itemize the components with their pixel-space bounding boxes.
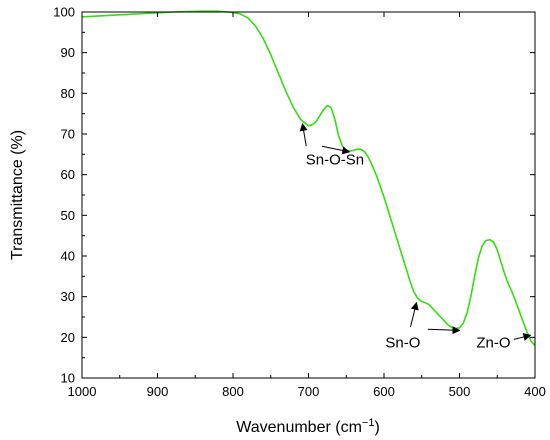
- plot-frame: [81, 11, 536, 379]
- spectrum-line-0: [81, 10, 536, 347]
- y-tick-label: 90: [61, 45, 75, 60]
- annotation-label-1: Sn-O: [385, 335, 420, 352]
- y-tick-label: 70: [61, 127, 75, 142]
- plot-area: [81, 10, 536, 347]
- annotation-arrow: [513, 333, 532, 341]
- annotation-arrow: [321, 145, 351, 155]
- annotations: Sn-O-Sn Sn-O Zn-O: [299, 122, 532, 352]
- x-axis-title: Wavenumber (cm−1): [236, 417, 380, 436]
- x-axis-title-main: Wavenumber (cm: [236, 419, 362, 436]
- annotation-arrow: [427, 326, 461, 335]
- x-tick-label: 700: [298, 384, 320, 399]
- y-axis-title: Transmittance (%): [9, 130, 26, 260]
- y-tick-label: 100: [53, 5, 75, 20]
- x-axis-title-superscript: −1: [362, 417, 375, 429]
- annotation-arrow: [409, 301, 419, 328]
- x-axis-title-close: ): [374, 419, 379, 436]
- y-tick-label: 10: [61, 371, 75, 386]
- y-tick-label: 80: [61, 86, 75, 101]
- y-tick-label: 50: [61, 208, 75, 223]
- x-tick-label: 500: [449, 384, 471, 399]
- y-tick-label: 30: [61, 289, 75, 304]
- annotation-label-0: Sn-O-Sn: [306, 152, 364, 169]
- annotation-label-2: Zn-O: [476, 335, 510, 352]
- x-tick-label: 900: [147, 384, 169, 399]
- x-tick-label: 1000: [68, 384, 97, 399]
- x-tick-label: 800: [222, 384, 244, 399]
- axes: 1000 900 800 700 600 500 400 10 20 30 40 50 60 70 80 90…: [53, 5, 546, 400]
- y-tick-label: 20: [61, 330, 75, 345]
- annotation-arrow: [299, 122, 308, 147]
- y-tick-label: 40: [61, 249, 75, 264]
- x-tick-label: 600: [373, 384, 395, 399]
- x-tick-label: 400: [524, 384, 546, 399]
- y-tick-label: 60: [61, 167, 75, 182]
